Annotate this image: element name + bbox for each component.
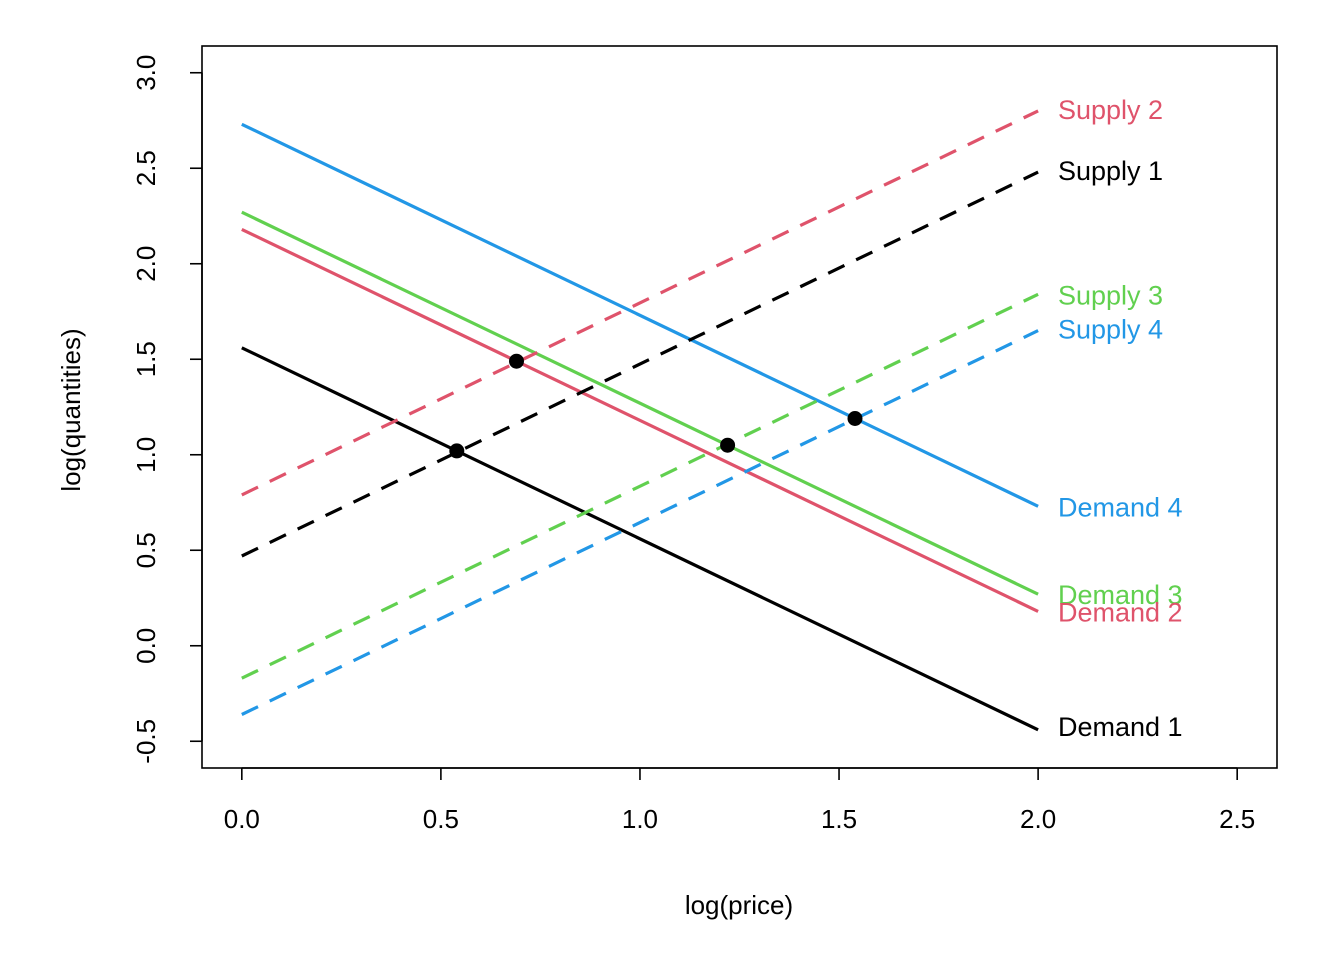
y-tick-label: 1.5 xyxy=(131,341,161,377)
series-label-demand-1: Demand 1 xyxy=(1058,712,1183,742)
series-label-demand-4: Demand 4 xyxy=(1058,492,1183,522)
series-labels: Supply 2 Supply 1 Supply 3 Supply 4 Demand 4… xyxy=(1058,95,1183,742)
series-line-supply-1 xyxy=(241,170,1039,558)
equilibrium-point-4 xyxy=(847,411,863,426)
x-tick-label: 0.0 xyxy=(224,804,260,834)
series-line-demand-2 xyxy=(241,227,1039,613)
y-tick-label: 1.0 xyxy=(131,437,161,473)
series-lines xyxy=(241,109,1039,732)
series-line-demand-4 xyxy=(241,122,1039,508)
x-tick-label: 1.5 xyxy=(821,804,857,834)
x-axis-label: log(price) xyxy=(685,890,793,920)
x-tick-label: 2.0 xyxy=(1020,804,1056,834)
series-label-supply-3: Supply 3 xyxy=(1058,280,1163,310)
series-line-demand-1 xyxy=(241,346,1039,732)
x-tick-label: 2.5 xyxy=(1219,804,1255,834)
equilibrium-points xyxy=(449,353,863,459)
y-tick-label: 0.0 xyxy=(131,628,161,664)
series-line-supply-2 xyxy=(241,109,1039,497)
series-line-supply-4 xyxy=(241,329,1039,716)
equilibrium-point-3 xyxy=(720,437,736,453)
x-axis: 0.0 0.5 1.0 1.5 2.0 2.5 xyxy=(224,767,1255,834)
series-label-supply-4: Supply 4 xyxy=(1058,315,1163,345)
equilibrium-point-2 xyxy=(509,353,524,369)
x-tick-label: 1.0 xyxy=(622,804,658,834)
series-line-demand-3 xyxy=(241,210,1039,596)
series-label-supply-2: Supply 2 xyxy=(1058,95,1163,125)
y-tick-label: 3.0 xyxy=(131,55,161,91)
series-label-demand-2: Demand 2 xyxy=(1058,597,1183,627)
x-tick-label: 0.5 xyxy=(423,804,459,834)
y-tick-label: -0.5 xyxy=(131,719,161,764)
series-label-supply-1: Supply 1 xyxy=(1058,156,1163,186)
series-label-demand-3: Demand 3 xyxy=(1058,580,1183,610)
y-tick-label: 2.5 xyxy=(131,150,161,186)
equilibrium-point-1 xyxy=(449,443,465,459)
y-tick-label: 2.0 xyxy=(131,246,161,282)
y-tick-label: 0.5 xyxy=(131,532,161,568)
y-axis-label: log(quantities) xyxy=(56,328,86,491)
y-axis: -0.5 0.0 0.5 1.0 1.5 2.0 2.5 3.0 xyxy=(131,55,203,764)
series-line-supply-3 xyxy=(241,292,1039,680)
